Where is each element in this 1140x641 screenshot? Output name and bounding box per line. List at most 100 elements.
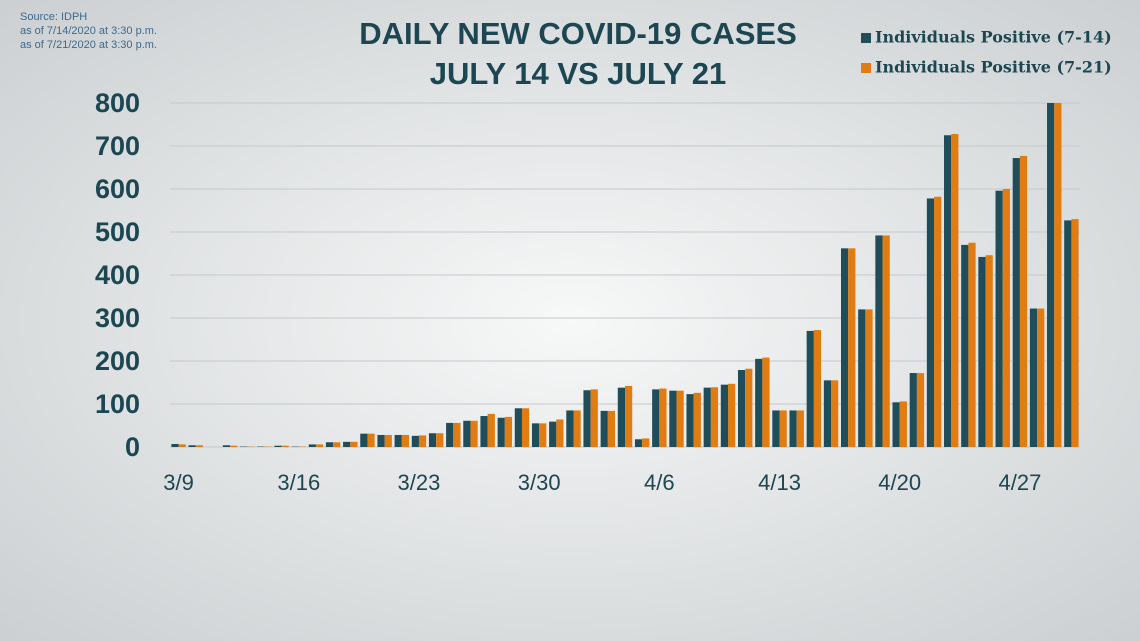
y-tick-label: 0 [125, 432, 140, 462]
bar [652, 389, 660, 447]
bar [659, 388, 667, 447]
bar [944, 135, 952, 447]
bar [1047, 103, 1055, 447]
bar [549, 421, 557, 447]
bar [350, 441, 358, 447]
bar [985, 255, 993, 447]
bar [590, 389, 598, 447]
bar [875, 235, 883, 447]
bar [401, 434, 410, 447]
x-tick-label: 4/13 [758, 470, 801, 495]
x-tick-label: 3/30 [518, 470, 561, 495]
legend-swatch [861, 33, 871, 43]
bar [453, 422, 461, 447]
bar [360, 433, 368, 447]
bar [377, 434, 385, 447]
bar [195, 445, 203, 447]
bar [926, 198, 935, 447]
bar [230, 445, 238, 447]
bar [968, 242, 976, 447]
bar [315, 444, 324, 447]
bar [367, 433, 375, 447]
y-tick-label: 800 [95, 88, 140, 118]
bar [583, 390, 591, 447]
legend-label: Individuals Positive (7-21) [875, 58, 1112, 77]
bar [789, 410, 797, 447]
bar [1054, 103, 1062, 447]
bar [188, 445, 196, 447]
y-tick-label: 600 [95, 174, 140, 204]
bar [274, 445, 282, 447]
bar [693, 392, 701, 447]
bar [436, 433, 444, 447]
bar [772, 410, 780, 447]
source: as of 7/21/2020 at 3:30 p.m. [20, 39, 157, 51]
bar [823, 380, 832, 447]
y-tick-label: 500 [95, 217, 140, 247]
x-tick-label: 4/20 [878, 470, 921, 495]
y-tick-label: 300 [95, 303, 140, 333]
bar [909, 373, 917, 447]
bar [858, 309, 866, 447]
bar [840, 248, 849, 447]
legend-swatch [861, 63, 871, 73]
bar [916, 373, 925, 447]
bar [848, 248, 856, 447]
y-tick-label: 700 [95, 131, 140, 161]
bar [737, 370, 746, 447]
bar [995, 190, 1003, 447]
bar [480, 416, 488, 447]
bar [222, 445, 231, 447]
x-tick-label: 4/6 [644, 470, 675, 495]
bar [978, 256, 986, 447]
bar [1019, 155, 1028, 447]
bar [607, 410, 616, 447]
bar [1071, 219, 1079, 447]
bar [892, 402, 900, 447]
bar [487, 413, 495, 447]
bar [308, 444, 316, 447]
bar [521, 408, 530, 447]
bar [703, 387, 711, 447]
bar [566, 410, 574, 447]
bar [720, 384, 729, 447]
y-tick-label: 200 [95, 346, 140, 376]
x-tick-label: 3/16 [277, 470, 320, 495]
bar [531, 423, 540, 447]
bar [728, 383, 736, 447]
bar [281, 445, 289, 447]
source: Source: IDPH [20, 11, 87, 23]
bar [446, 422, 454, 447]
bar [556, 419, 564, 447]
bar [1037, 308, 1045, 447]
legend-label: Individuals Positive (7-14) [875, 28, 1112, 47]
bar [676, 390, 684, 447]
bar [333, 442, 341, 447]
bar [1064, 220, 1072, 447]
chart-title: DAILY NEW COVID-19 CASES [359, 16, 797, 51]
bar [418, 435, 427, 447]
bar [882, 235, 890, 447]
bar [573, 410, 581, 447]
bar [762, 357, 770, 447]
bar [539, 423, 547, 447]
x-tick-label: 3/9 [163, 470, 194, 495]
bar [504, 416, 513, 447]
bar [934, 196, 942, 447]
bar [951, 133, 959, 447]
bar [497, 417, 505, 447]
bar [779, 410, 787, 447]
bar [394, 434, 402, 447]
bar [384, 434, 392, 447]
x-tick-label: 4/27 [998, 470, 1041, 495]
bar [961, 244, 969, 447]
bar [600, 410, 608, 447]
y-tick-label: 400 [95, 260, 140, 290]
bar [325, 442, 334, 447]
chart-subtitle: JULY 14 VS JULY 21 [430, 56, 726, 91]
bar [428, 433, 437, 447]
source: as of 7/14/2020 at 3:30 p.m. [20, 25, 157, 37]
y-tick-label: 100 [95, 389, 140, 419]
bar [1002, 189, 1010, 447]
